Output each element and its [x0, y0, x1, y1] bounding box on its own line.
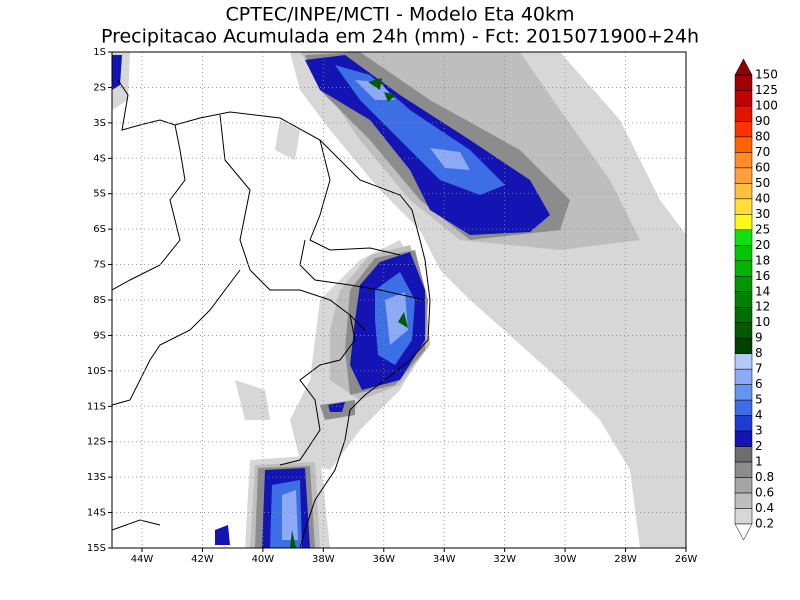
y-tick-label: 15S — [87, 543, 106, 554]
x-tick-label: 38W — [312, 554, 335, 565]
colorbar: 1501251009080706050403025201816141210987… — [734, 58, 778, 541]
colorbar-swatch — [734, 183, 753, 200]
colorbar-swatch — [734, 260, 753, 277]
colorbar-swatch — [734, 245, 753, 262]
colorbar-swatch — [734, 74, 753, 91]
map-frame — [111, 51, 687, 549]
subtitle: Precipitacao Acumulada em 24h (mm) - Fct… — [101, 26, 699, 48]
colorbar-swatch — [734, 430, 753, 447]
colorbar-swatch — [734, 368, 753, 385]
colorbar-swatch — [734, 477, 753, 494]
y-tick-label: 7S — [93, 260, 106, 271]
colorbar-label: 3 — [755, 424, 763, 438]
y-tick-label: 2S — [93, 82, 106, 93]
precip-green — [290, 78, 408, 548]
colorbar-label: 20 — [755, 238, 770, 252]
colorbar-label: 0.6 — [755, 486, 774, 500]
colorbar-label: 1 — [755, 455, 763, 469]
colorbar-label: 30 — [755, 207, 770, 221]
colorbar-swatch — [734, 121, 753, 138]
x-tick-label: 34W — [433, 554, 456, 565]
colorbar-label: 0.4 — [755, 501, 774, 515]
colorbar-label: 5 — [755, 393, 763, 407]
y-tick-label: 14S — [87, 508, 106, 519]
colorbar-label: 70 — [755, 145, 770, 159]
colorbar-label: 10 — [755, 315, 770, 329]
colorbar-swatch — [734, 384, 753, 401]
colorbar-swatch — [734, 322, 753, 339]
y-tick-label: 10S — [87, 366, 106, 377]
y-tick-label: 5S — [93, 189, 106, 200]
colorbar-label: 150 — [755, 68, 778, 82]
colorbar-label: 100 — [755, 98, 778, 112]
colorbar-swatch — [734, 136, 753, 153]
y-tick-label: 3S — [93, 118, 106, 129]
colorbar-label: 7 — [755, 362, 763, 376]
colorbar-swatch — [734, 214, 753, 231]
colorbar-label: 40 — [755, 191, 770, 205]
colorbar-label: 2 — [755, 439, 763, 453]
colorbar-swatch — [734, 276, 753, 293]
colorbar-label: 12 — [755, 300, 770, 314]
colorbar-swatch — [734, 306, 753, 323]
y-tick-label: 1S — [93, 47, 106, 58]
colorbar-swatch — [734, 229, 753, 246]
y-tick-label: 6S — [93, 224, 106, 235]
colorbar-label: 0.8 — [755, 470, 774, 484]
colorbar-label: 9 — [755, 331, 763, 345]
map-area — [112, 52, 686, 548]
colorbar-swatch — [734, 492, 753, 509]
colorbar-swatch — [734, 353, 753, 370]
y-tick-label: 9S — [93, 330, 106, 341]
x-tick-label: 32W — [493, 554, 516, 565]
colorbar-label: 18 — [755, 253, 770, 267]
y-tick-label: 12S — [87, 437, 106, 448]
colorbar-label: 4 — [755, 408, 763, 422]
colorbar-swatch — [734, 291, 753, 308]
colorbar-swatch — [734, 167, 753, 184]
colorbar-label: 60 — [755, 160, 770, 174]
colorbar-label: 50 — [755, 176, 770, 190]
y-tick-label: 4S — [93, 153, 106, 164]
colorbar-swatch — [734, 105, 753, 122]
colorbar-swatch — [734, 337, 753, 354]
colorbar-bottom-triangle — [734, 523, 753, 541]
x-tick-label: 44W — [131, 554, 154, 565]
x-tick-label: 42W — [191, 554, 214, 565]
colorbar-label: 14 — [755, 284, 770, 298]
colorbar-label: 16 — [755, 269, 770, 283]
colorbar-swatch — [734, 90, 753, 107]
coastline-and-borders — [112, 79, 431, 548]
x-tick-label: 40W — [252, 554, 275, 565]
colorbar-top-triangle — [734, 58, 753, 76]
colorbar-label: 8 — [755, 346, 763, 360]
colorbar-swatch — [734, 152, 753, 169]
y-tick-label: 13S — [87, 472, 106, 483]
colorbar-label: 25 — [755, 222, 770, 236]
colorbar-swatch — [734, 446, 753, 463]
colorbar-swatch — [734, 198, 753, 215]
colorbar-label: 0.2 — [755, 517, 774, 531]
colorbar-swatch — [734, 508, 753, 525]
colorbar-label: 90 — [755, 114, 770, 128]
colorbar-swatch — [734, 399, 753, 416]
colorbar-label: 80 — [755, 129, 770, 143]
x-tick-label: 26W — [675, 554, 698, 565]
colorbar-label: 6 — [755, 377, 763, 391]
x-tick-label: 30W — [554, 554, 577, 565]
y-tick-label: 8S — [93, 295, 106, 306]
title: CPTEC/INPE/MCTI - Modelo Eta 40km — [225, 4, 574, 26]
precip-light-blue — [282, 80, 470, 540]
x-tick-label: 36W — [372, 554, 395, 565]
colorbar-label: 125 — [755, 83, 778, 97]
colorbar-swatch — [734, 415, 753, 432]
graticule: 44W 42W 40W 38W 36W 34W 32W 30W 28W 26W 1S 2S 3S 4S 5S… — [87, 47, 697, 565]
colorbar-swatch — [734, 461, 753, 478]
x-tick-label: 28W — [614, 554, 637, 565]
y-tick-label: 11S — [87, 401, 106, 412]
